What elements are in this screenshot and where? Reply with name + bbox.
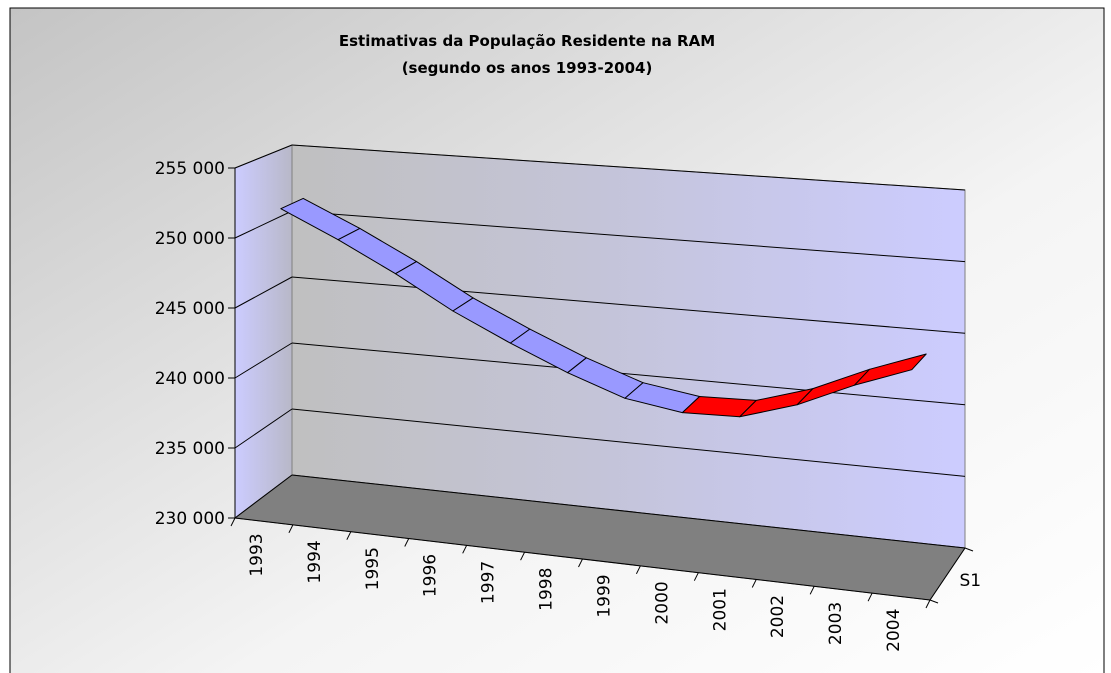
x-tick-mark: [635, 565, 641, 575]
x-tick-label: 1993: [247, 533, 267, 576]
x-tick-label: 1995: [363, 547, 383, 590]
grid-line: [291, 408, 966, 477]
x-tick-label: 1994: [305, 540, 325, 583]
x-tick-mark: [346, 531, 352, 540]
x-tick-label: 2000: [652, 581, 672, 624]
grid-line: [291, 210, 966, 263]
depth-axis: [929, 547, 966, 601]
x-tick-label: 2001: [710, 588, 730, 631]
y-tick-label: 245 000: [155, 299, 225, 319]
grid-line: [291, 474, 966, 549]
x-tick-label: 1998: [537, 568, 557, 611]
x-tick-mark: [867, 592, 873, 602]
x-tick-mark: [230, 517, 236, 527]
grid-line: [234, 144, 293, 169]
grid-line: [234, 342, 293, 379]
x-tick-mark: [520, 551, 526, 561]
x-tick-mark: [462, 545, 468, 554]
chart-subtitle: (segundo os anos 1993-2004): [402, 59, 653, 77]
x-tick-label: 1996: [421, 554, 441, 597]
grid-line: [291, 276, 966, 334]
grid-line: [234, 276, 293, 309]
series-label: S1: [960, 571, 982, 591]
x-tick-label: 2004: [884, 609, 904, 652]
x-tick-mark: [809, 586, 815, 595]
x-tick-mark: [693, 572, 699, 581]
chart-title: Estimativas da População Residente na RA…: [339, 32, 715, 50]
y-tick-label: 250 000: [155, 229, 225, 249]
depth-tick-mark: [929, 599, 939, 604]
x-tick-label: 1997: [479, 561, 499, 604]
x-tick-mark: [404, 538, 410, 547]
y-tick-label: 230 000: [155, 509, 225, 529]
x-tick-mark: [578, 558, 583, 568]
y-tick-label: 255 000: [155, 159, 225, 179]
grid-line: [234, 408, 293, 449]
x-tick-label: 2003: [826, 602, 846, 645]
grid-line: [234, 474, 293, 519]
depth-tick-mark: [964, 547, 974, 552]
ribbon-segment: [854, 353, 927, 386]
side-wall: [234, 144, 293, 520]
x-tick-mark: [925, 599, 931, 609]
grid-line: [234, 210, 293, 239]
grid-line: [291, 342, 966, 406]
y-tick-label: 240 000: [155, 369, 225, 389]
x-tick-mark: [751, 579, 757, 588]
grid-line: [291, 144, 966, 191]
x-tick-mark: [288, 524, 294, 534]
y-tick-label: 235 000: [155, 439, 225, 459]
x-tick-label: 1999: [595, 574, 615, 617]
x-tick-label: 2002: [768, 595, 788, 638]
